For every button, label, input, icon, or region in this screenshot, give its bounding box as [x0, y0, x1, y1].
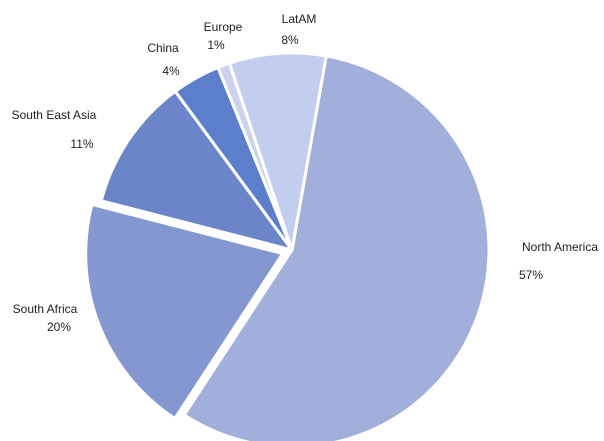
pie-slice-north-america: [182, 54, 491, 441]
pie-slice-latam: [227, 51, 328, 252]
slice-value-north-america: 57%: [519, 268, 543, 282]
pie-slice-south-east-asia: [99, 89, 294, 252]
slice-label-europe: Europe: [204, 20, 243, 34]
pie-slice-south-africa: [84, 202, 285, 421]
slice-label-south-africa: South Africa: [13, 302, 78, 316]
labels-layer: North America 57% South Africa 20% South Eas…: [12, 12, 599, 334]
slice-label-north-america: North America: [522, 240, 598, 254]
slice-label-china: China: [147, 41, 179, 55]
slice-value-south-east-asia: 11%: [70, 137, 93, 151]
slice-label-latam: LatAM: [282, 12, 317, 26]
slice-value-china: 4%: [162, 64, 180, 78]
slice-value-europe: 1%: [207, 38, 225, 52]
slice-label-south-east-asia: South East Asia: [12, 108, 97, 122]
slice-value-south-africa: 20%: [47, 320, 71, 334]
slice-value-latam: 8%: [281, 33, 299, 47]
slices-layer: [84, 51, 491, 441]
